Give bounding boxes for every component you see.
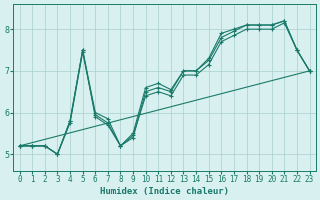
X-axis label: Humidex (Indice chaleur): Humidex (Indice chaleur) [100,187,229,196]
